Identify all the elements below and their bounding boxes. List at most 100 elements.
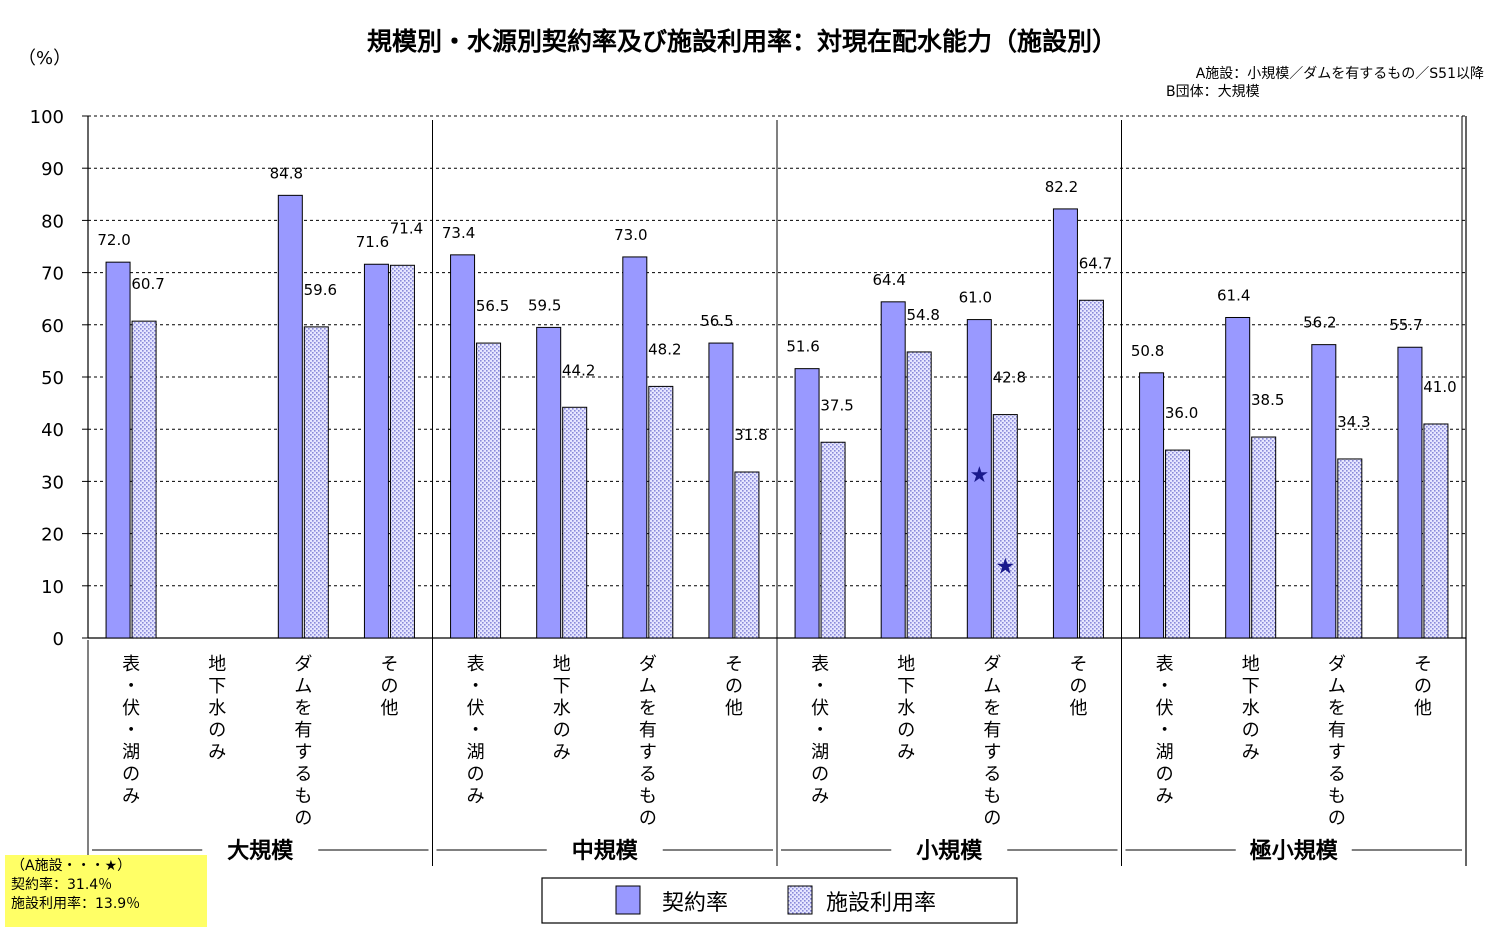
category-label-char: 地: [897, 654, 915, 675]
category-label-char: 有: [639, 720, 657, 741]
category-label-char: す: [639, 742, 657, 763]
category-label-char: の: [983, 808, 1001, 829]
category-label-char: 下: [208, 676, 226, 697]
y-tick-label: 90: [41, 159, 64, 180]
category-label-char: 水: [553, 698, 571, 719]
bar-contract-rate: [1139, 372, 1165, 639]
category-label-char: ・: [467, 720, 485, 741]
category-label-char: 他: [380, 698, 398, 719]
category-label-char: 伏: [122, 698, 140, 719]
bar-utilization-rate: [1337, 458, 1363, 639]
category-label-char: も: [639, 786, 657, 807]
category-label-char: ム: [1328, 676, 1346, 697]
group-label: 小規模: [916, 839, 983, 864]
data-label-utilization-rate: 31.8: [734, 426, 767, 444]
category-label-char: 伏: [1156, 698, 1174, 719]
category-label-char: の: [553, 720, 571, 741]
a-facility-note-box: （A施設・・・★） 契約率：31.4％ 施設利用率：13.9％: [5, 855, 207, 927]
group-label: 大規模: [227, 839, 294, 864]
legend-box: [541, 877, 1018, 924]
category-label-char: る: [1328, 764, 1346, 785]
category-label-char: ・: [811, 720, 829, 741]
category-label-char: み: [122, 786, 140, 807]
category-label-char: 他: [1069, 698, 1087, 719]
category-label-char: 湖: [811, 742, 829, 763]
note-box-title: （A施設・・・★）: [11, 858, 132, 874]
category-label-char: す: [1328, 742, 1346, 763]
bar-contract-rate: [708, 342, 734, 639]
category-label-char: 水: [208, 698, 226, 719]
bar-contract-rate: [966, 319, 992, 639]
y-tick-label: 100: [30, 107, 64, 128]
bar-utilization-rate: [1251, 436, 1277, 639]
category-label-char: み: [897, 742, 915, 763]
category-label-char: 他: [1414, 698, 1432, 719]
bar-utilization-rate: [1165, 449, 1191, 639]
data-label-utilization-rate: 42.8: [993, 369, 1026, 387]
category-label-char: ・: [1156, 676, 1174, 697]
bar-utilization-rate: [1078, 299, 1104, 639]
category-label-char: ・: [122, 676, 140, 697]
data-label-contract-rate: 73.4: [442, 224, 475, 242]
data-label-contract-rate: 82.2: [1045, 178, 1078, 196]
category-label-char: そ: [1414, 654, 1432, 675]
category-label-char: の: [811, 764, 829, 785]
category-label-char: の: [208, 720, 226, 741]
data-label-contract-rate: 84.8: [270, 164, 303, 182]
data-label-utilization-rate: 59.6: [304, 281, 337, 299]
category-label-char: 水: [1242, 698, 1260, 719]
legend: 契約率 施設利用率: [541, 877, 1018, 924]
category-label-char: 地: [553, 654, 571, 675]
legend-label-contract-rate: 契約率: [662, 891, 728, 916]
bar-contract-rate: [880, 301, 906, 639]
data-label-utilization-rate: 36.0: [1165, 404, 1198, 422]
category-label-char: も: [1328, 786, 1346, 807]
bar-utilization-rate: [476, 342, 502, 639]
bar-utilization-rate: [1423, 423, 1449, 639]
category-label-char: の: [725, 676, 743, 697]
category-label-char: ・: [811, 676, 829, 697]
data-label-contract-rate: 59.5: [528, 296, 561, 314]
data-label-utilization-rate: 71.4: [390, 219, 423, 237]
category-label-char: る: [294, 764, 312, 785]
category-label-char: 湖: [122, 742, 140, 763]
category-label-char: の: [639, 808, 657, 829]
category-label-char: ・: [467, 676, 485, 697]
data-label-utilization-rate: 41.0: [1423, 378, 1456, 396]
category-label-char: み: [1156, 786, 1174, 807]
data-label-utilization-rate: 54.8: [906, 306, 939, 324]
category-label-char: 表: [1156, 654, 1174, 675]
category-label-char: の: [467, 764, 485, 785]
bar-contract-rate: [277, 194, 303, 639]
bar-contract-rate: [450, 254, 476, 639]
bar-utilization-rate: [992, 414, 1018, 639]
bar-contract-rate: [363, 263, 389, 639]
category-label-char: 他: [725, 698, 743, 719]
star-marker: ★: [969, 463, 989, 488]
note-line-1: A施設：小規模／ダムを有するもの／S51以降: [1196, 66, 1484, 82]
category-label-char: 伏: [811, 698, 829, 719]
group-label: 中規模: [572, 839, 639, 864]
category-label-char: ・: [122, 720, 140, 741]
bar-contract-rate: [1225, 316, 1251, 639]
category-label-char: ダ: [639, 654, 657, 675]
data-label-utilization-rate: 48.2: [648, 340, 681, 358]
y-tick-label: 80: [41, 211, 64, 232]
data-label-contract-rate: 72.0: [97, 231, 130, 249]
legend-swatch-utilization-rate: [787, 885, 813, 915]
category-label-char: 地: [208, 654, 226, 675]
bar-contract-rate: [1052, 208, 1078, 639]
y-tick-label: 30: [41, 472, 64, 493]
data-label-contract-rate: 51.6: [786, 338, 819, 356]
data-label-utilization-rate: 38.5: [1251, 391, 1284, 409]
bar-utilization-rate: [389, 264, 415, 639]
category-label-char: 表: [811, 654, 829, 675]
data-label-contract-rate: 50.8: [1131, 342, 1164, 360]
category-label-char: ム: [294, 676, 312, 697]
y-tick-label: 60: [41, 316, 64, 337]
category-label-char: み: [553, 742, 571, 763]
y-tick-label: 10: [41, 577, 64, 598]
category-label-char: み: [811, 786, 829, 807]
category-label-char: み: [208, 742, 226, 763]
